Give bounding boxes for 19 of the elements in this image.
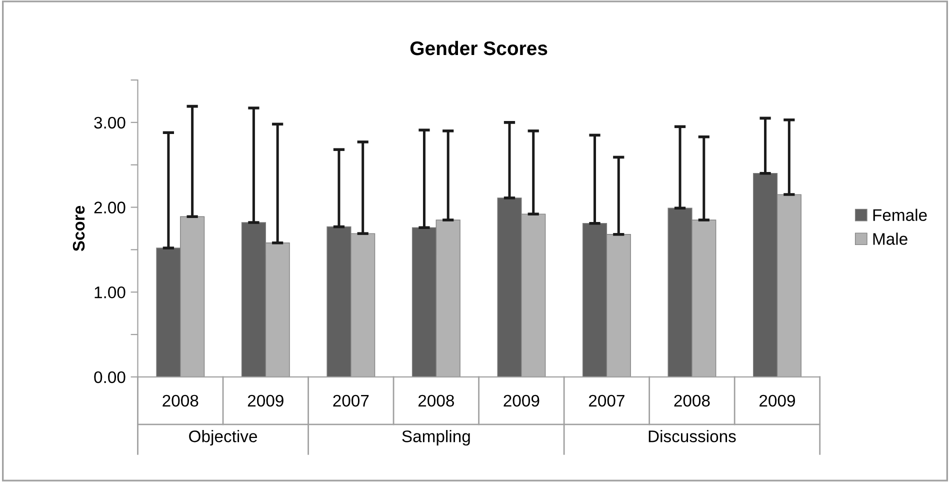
x-tick-label: 2007 bbox=[333, 394, 369, 407]
x-tick-label: 2007 bbox=[588, 394, 624, 407]
x-tick-label: 2008 bbox=[162, 394, 198, 407]
text: Sampling bbox=[402, 430, 470, 446]
text: Discussions bbox=[648, 430, 736, 442]
x-tick-label: 2009 bbox=[760, 394, 795, 407]
x-tick-label: 2008 bbox=[418, 394, 454, 407]
legend-label: Female bbox=[873, 208, 927, 222]
x-tick-label: 2009 bbox=[504, 394, 540, 407]
x-tick-label: 2008 bbox=[674, 394, 710, 407]
legend-label: Male bbox=[873, 232, 908, 245]
x-tick-label: 2009 bbox=[248, 394, 284, 407]
y-axis-title: Score bbox=[72, 206, 85, 252]
y-tick-label: 2.00 bbox=[94, 202, 126, 214]
y-tick-label: 1.00 bbox=[94, 286, 126, 298]
y-tick-label: 0.00 bbox=[94, 371, 126, 384]
text: Objective bbox=[189, 430, 258, 446]
y-tick-label: 3.00 bbox=[94, 116, 126, 129]
chart-title: Gender Scores bbox=[410, 40, 548, 56]
